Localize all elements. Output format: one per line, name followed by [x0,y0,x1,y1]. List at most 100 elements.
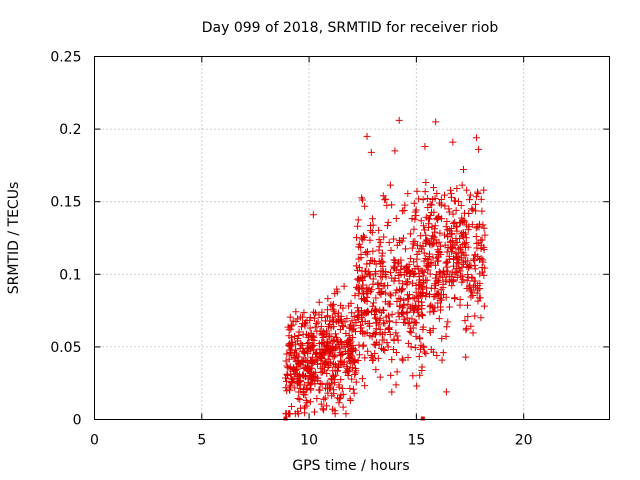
grid-lines [94,56,610,420]
data-point [471,265,479,273]
data-point [377,290,385,298]
data-point [313,327,321,335]
data-point [379,258,387,266]
data-point [297,339,305,347]
data-point [354,216,362,224]
data-point [420,268,428,276]
data-point [405,291,413,299]
data-point [357,254,365,262]
data-point [284,364,292,372]
data-point [386,330,394,338]
data-point [386,181,394,189]
data-point [453,252,461,260]
x-tick-label: 20 [515,433,533,449]
data-point [368,228,376,236]
data-point [436,229,444,237]
y-tick-label: 0.15 [50,195,81,211]
data-point [371,350,379,358]
data-point [304,333,312,341]
data-point [367,227,375,235]
data-point [469,291,477,299]
data-point [348,309,356,317]
data-point [345,336,353,344]
data-point [361,202,369,210]
data-point [319,334,327,342]
y-tick-label: 0.25 [50,50,81,66]
data-point [295,331,303,339]
data-point [384,218,392,226]
data-point [306,316,314,324]
data-point [292,308,300,316]
data-point [436,294,444,302]
data-point [414,297,422,305]
data-point [302,402,310,410]
data-point [364,308,372,316]
data-point [351,371,359,379]
data-point [469,255,477,263]
data-point [430,233,438,241]
data-point [466,191,474,199]
data-point [401,245,409,253]
data-point [464,257,472,265]
data-point [431,222,439,230]
data-point [414,308,422,316]
data-point [429,240,437,248]
data-point [443,323,451,331]
data-point [341,318,349,326]
data-point [474,189,482,197]
data-point [425,223,433,231]
data-point [479,221,487,229]
data-point [324,295,332,303]
data-point [308,341,316,349]
data-point [289,317,297,325]
data-point [407,230,415,238]
data-point [286,340,294,348]
data-point [480,243,488,251]
data-point [306,324,314,332]
data-point [392,318,400,326]
data-point [386,300,394,308]
data-point [454,245,462,253]
data-point [375,285,383,293]
data-point [352,378,360,386]
data-point [306,372,314,380]
data-point [315,311,323,319]
data-point [465,210,473,218]
data-point [339,323,347,331]
data-point [369,302,377,310]
data-point [478,268,486,276]
data-point [340,343,348,351]
data-point [318,380,326,388]
data-point [350,389,358,397]
data-point [354,315,362,323]
data-point [422,231,430,239]
data-point [443,263,451,271]
data-point [319,349,327,357]
data-point [383,222,391,230]
data-point [445,208,453,216]
data-point [427,260,435,268]
data-point [425,239,433,247]
data-point [375,226,383,234]
data-point [323,306,331,314]
data-point [453,184,461,192]
data-point [344,371,352,379]
data-point [420,226,428,234]
data-point [360,232,368,240]
data-point [359,310,367,318]
data-point [461,230,469,238]
data-point [333,285,341,293]
data-point [438,335,446,343]
data-point [480,302,488,310]
data-point [354,222,362,230]
data-point [467,293,475,301]
data-point [429,232,437,240]
data-point [386,269,394,277]
data-point [366,322,374,330]
data-point [363,260,371,268]
data-point [300,404,308,412]
data-point [291,346,299,354]
data-point [307,385,315,393]
data-point [327,332,335,340]
data-point [417,232,425,240]
